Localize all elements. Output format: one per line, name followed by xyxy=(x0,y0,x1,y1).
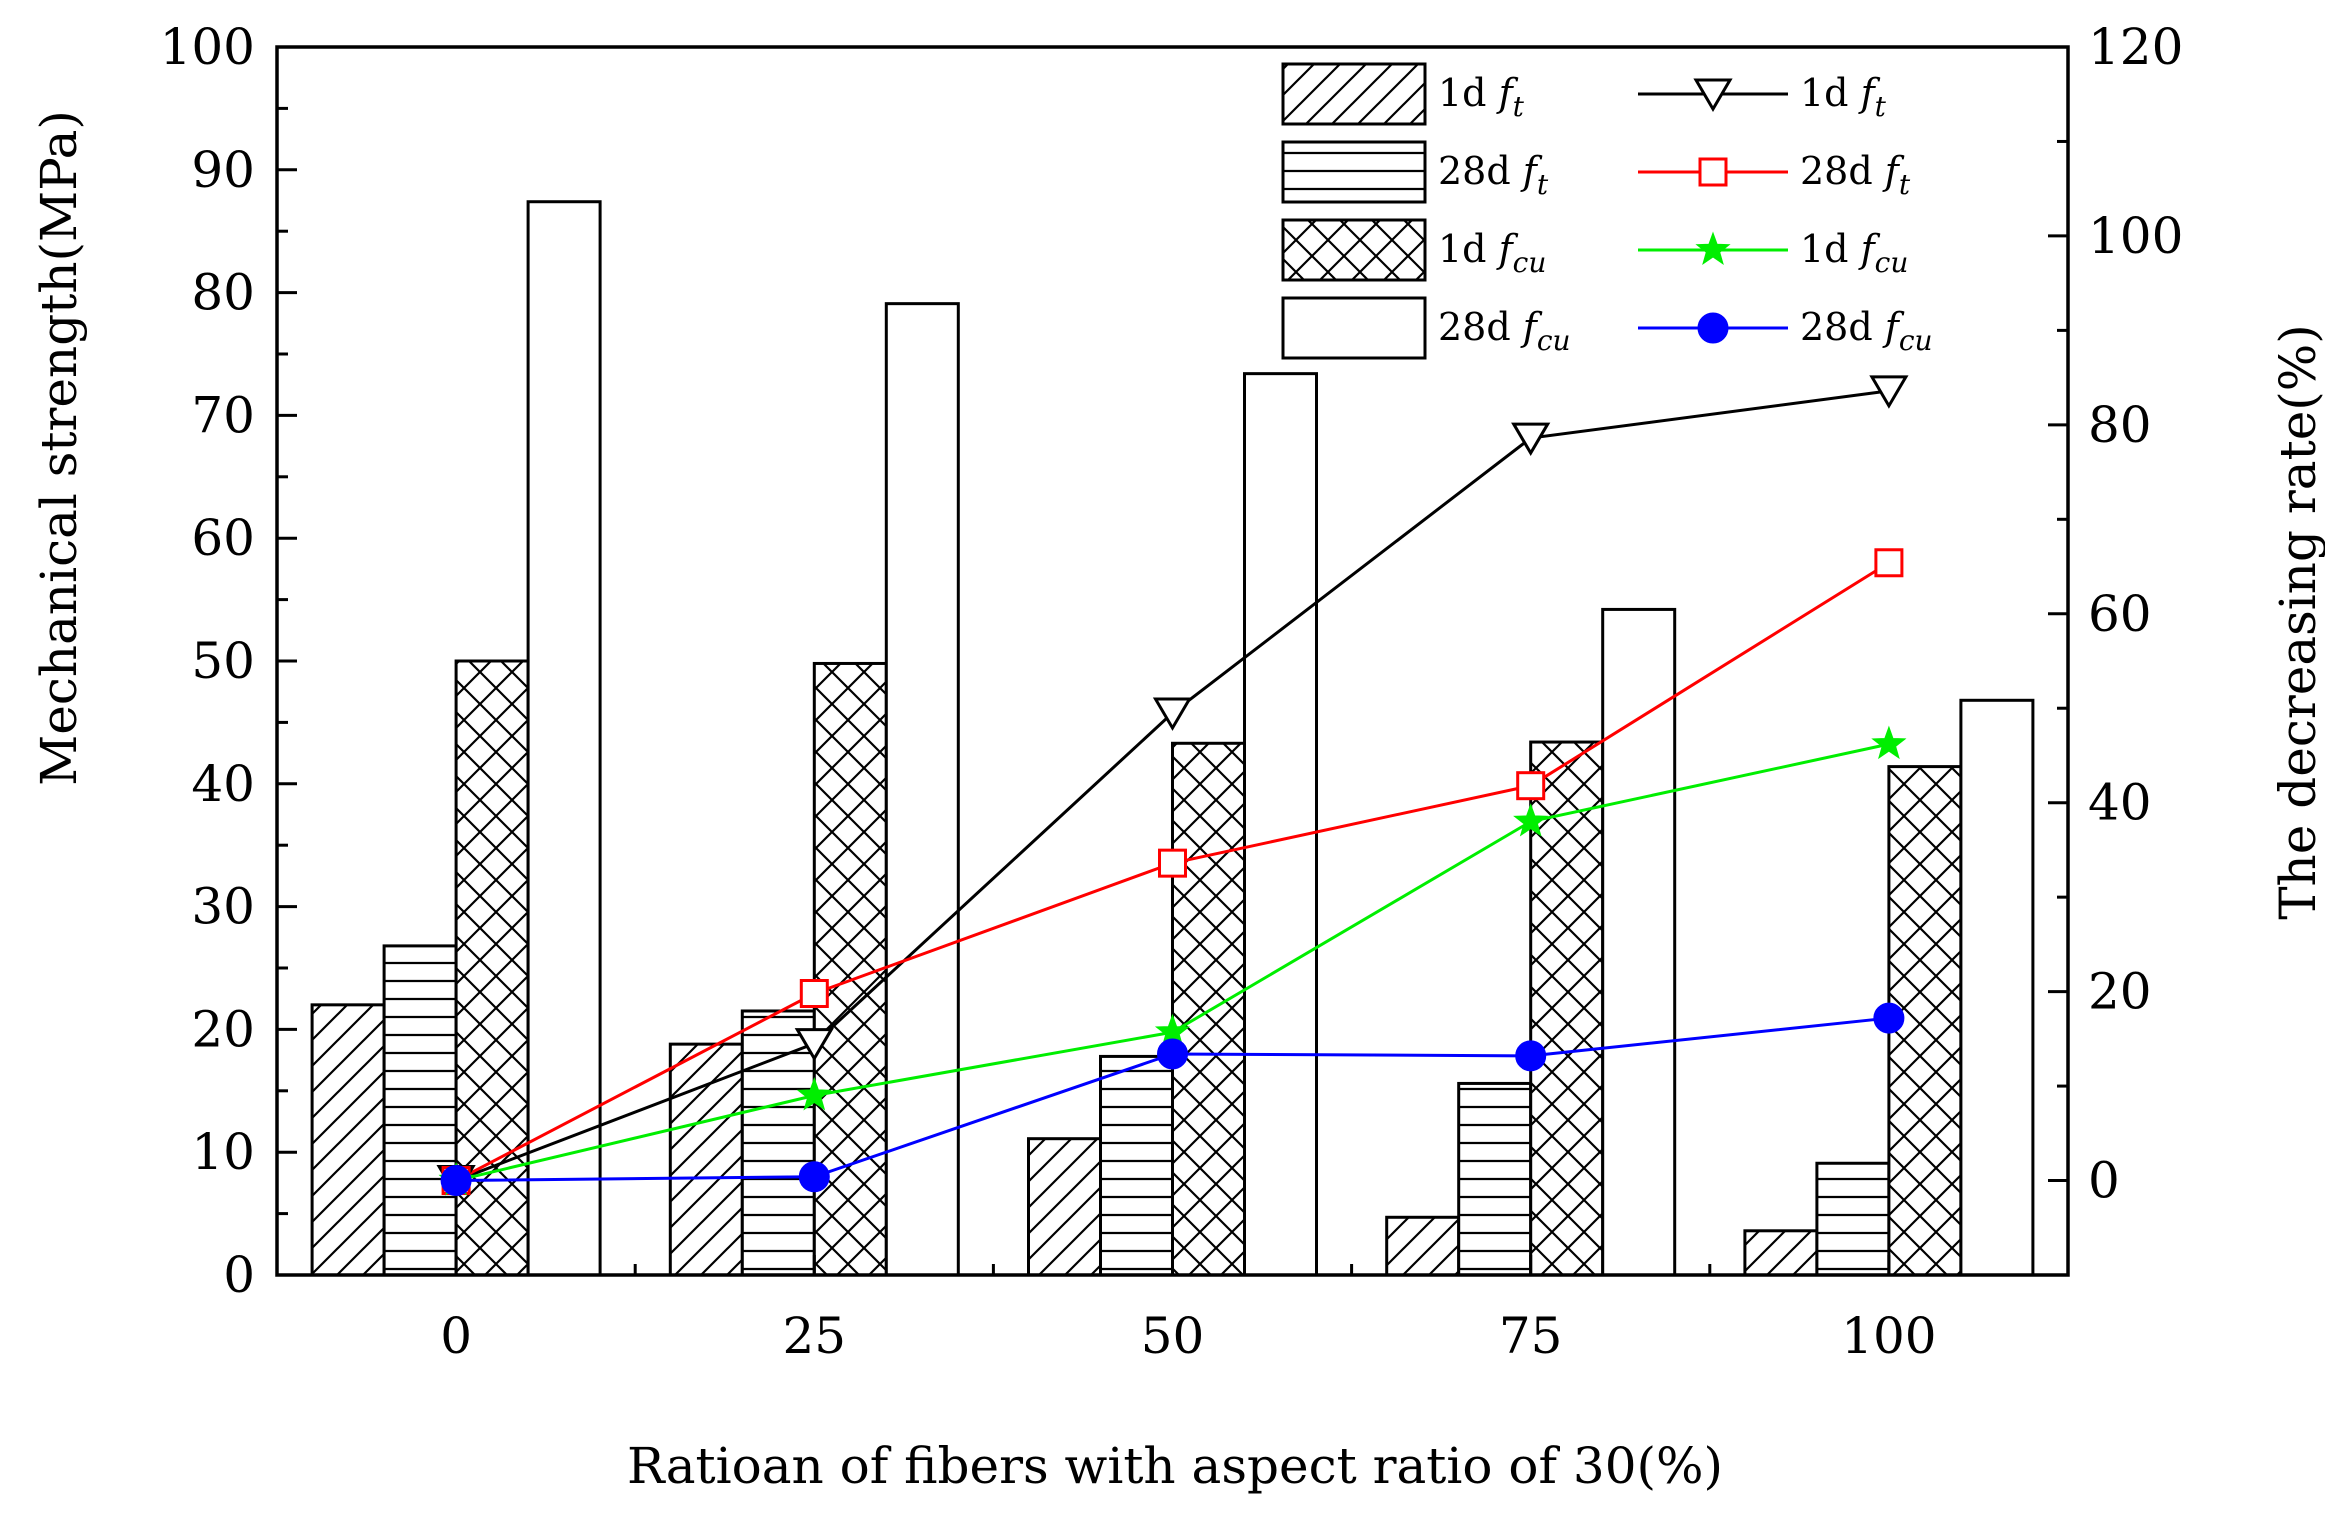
marker-28d-f_cu-100 xyxy=(1873,1002,1905,1034)
legend-label: 28d fcu xyxy=(1800,305,1933,357)
marker-1d-f_t-100 xyxy=(1869,375,1909,409)
y2-axis-title: The decreasing rate(%) xyxy=(2269,324,2325,920)
bar-28d-f_cu-50 xyxy=(1243,372,1318,1277)
x-tick-label: 100 xyxy=(1841,1307,1936,1365)
y2-tick-label: 80 xyxy=(2088,396,2152,454)
bar-28d-f_cu-0 xyxy=(526,200,602,1277)
y-tick-label: 40 xyxy=(191,755,255,813)
marker-1d-f_cu-100 xyxy=(1871,725,1907,760)
legend-label: 28d ft xyxy=(1438,149,1549,201)
x-tick-label: 50 xyxy=(1141,1307,1205,1365)
marker-28d-f_t-100 xyxy=(1874,548,1904,578)
bar-1d-f_cu-75 xyxy=(1529,740,1605,1277)
legend: 1d ft 28d ft 1d fcu 28d fcu 1d ft 28d ft 1d fc… xyxy=(1281,62,1933,360)
y-tick-label: 90 xyxy=(191,141,255,199)
bar-28d-f_cu-75 xyxy=(1601,607,1677,1277)
legend-swatch xyxy=(1281,218,1427,282)
bar-28d-f_cu-100 xyxy=(1959,698,2035,1277)
bar-28d-f_t-50 xyxy=(1099,1054,1174,1277)
bar-1d-f_t-75 xyxy=(1385,1215,1461,1277)
bar-1d-f_t-25 xyxy=(668,1042,744,1277)
marker-28d-f_cu-0 xyxy=(440,1165,472,1197)
y2-tick-label: 120 xyxy=(2088,18,2183,76)
x-tick-label: 0 xyxy=(440,1307,472,1365)
legend-swatch xyxy=(1281,296,1427,360)
y-tick-label: 30 xyxy=(191,878,255,936)
bar-1d-f_t-50 xyxy=(1027,1137,1102,1277)
y-tick-label: 20 xyxy=(191,1000,255,1058)
y2-tick-label: 0 xyxy=(2088,1152,2120,1210)
legend-label: 1d fcu xyxy=(1438,227,1546,279)
bar-28d-f_t-0 xyxy=(382,944,458,1277)
marker-28d-f_t-50 xyxy=(1158,848,1187,878)
marker-1d-f_cu-25 xyxy=(796,1077,832,1111)
bar-1d-f_t-100 xyxy=(1743,1229,1819,1277)
marker-1d-f_t-75 xyxy=(1511,422,1551,457)
y-tick-label: 60 xyxy=(191,509,255,567)
bars-layer xyxy=(310,200,2035,1277)
y-tick-label: 10 xyxy=(191,1123,255,1181)
marker-28d-f_cu-50 xyxy=(1157,1038,1188,1070)
axes-layer xyxy=(275,45,2070,1277)
y2-tick-label: 20 xyxy=(2088,963,2152,1021)
y2-tick-label: 60 xyxy=(2088,585,2152,643)
marker-28d-f_t-25 xyxy=(799,979,829,1009)
tick-labels-layer: 0 10 20 30 40 50 60 70 80 90 100 0 20 40 60 80 100 120 0 25… xyxy=(160,18,2184,1365)
legend-swatch xyxy=(1281,62,1427,126)
marker-1d-f_t-25 xyxy=(794,1028,834,1062)
x-tick-label: 75 xyxy=(1499,1307,1563,1365)
legend-swatch xyxy=(1281,140,1427,204)
marker-1d-f_cu-75 xyxy=(1513,803,1549,837)
y-tick-label: 70 xyxy=(191,386,255,444)
marker-28d-f_cu-75 xyxy=(1515,1040,1547,1072)
legend-label: 1d fcu xyxy=(1800,227,1908,279)
legend-marker xyxy=(1697,312,1729,344)
bar-1d-f_t-0 xyxy=(310,1003,386,1277)
y-axis-title: Mechanical strength(MPa) xyxy=(30,110,88,786)
y-tick-label: 0 xyxy=(223,1246,255,1304)
legend-marker xyxy=(1693,78,1733,112)
marker-28d-f_cu-25 xyxy=(798,1161,830,1193)
bar-28d-f_cu-25 xyxy=(884,302,960,1277)
y2-tick-label: 40 xyxy=(2088,774,2152,832)
y2-tick-label: 100 xyxy=(2088,207,2183,265)
legend-label: 1d ft xyxy=(1438,71,1525,123)
bar-28d-f_t-100 xyxy=(1815,1161,1891,1277)
legend-label: 28d fcu xyxy=(1438,305,1571,357)
y-tick-label: 50 xyxy=(191,632,255,690)
legend-marker xyxy=(1695,231,1731,265)
marker-28d-f_t-75 xyxy=(1516,771,1546,801)
marker-1d-f_t-50 xyxy=(1152,697,1193,731)
bar-1d-f_cu-50 xyxy=(1171,741,1246,1277)
legend-label: 28d ft xyxy=(1800,149,1911,201)
bar-28d-f_t-25 xyxy=(740,1009,816,1277)
legend-marker xyxy=(1698,157,1728,187)
bar-28d-f_t-75 xyxy=(1457,1081,1533,1277)
y-tick-label: 80 xyxy=(191,264,255,322)
x-tick-label: 25 xyxy=(782,1307,846,1365)
lines-layer xyxy=(436,375,1909,1199)
y-tick-label: 100 xyxy=(160,18,255,76)
legend-label: 1d ft xyxy=(1800,71,1887,123)
x-axis-title: Ratioan of fibers with aspect ratio of 3… xyxy=(627,1437,1723,1495)
